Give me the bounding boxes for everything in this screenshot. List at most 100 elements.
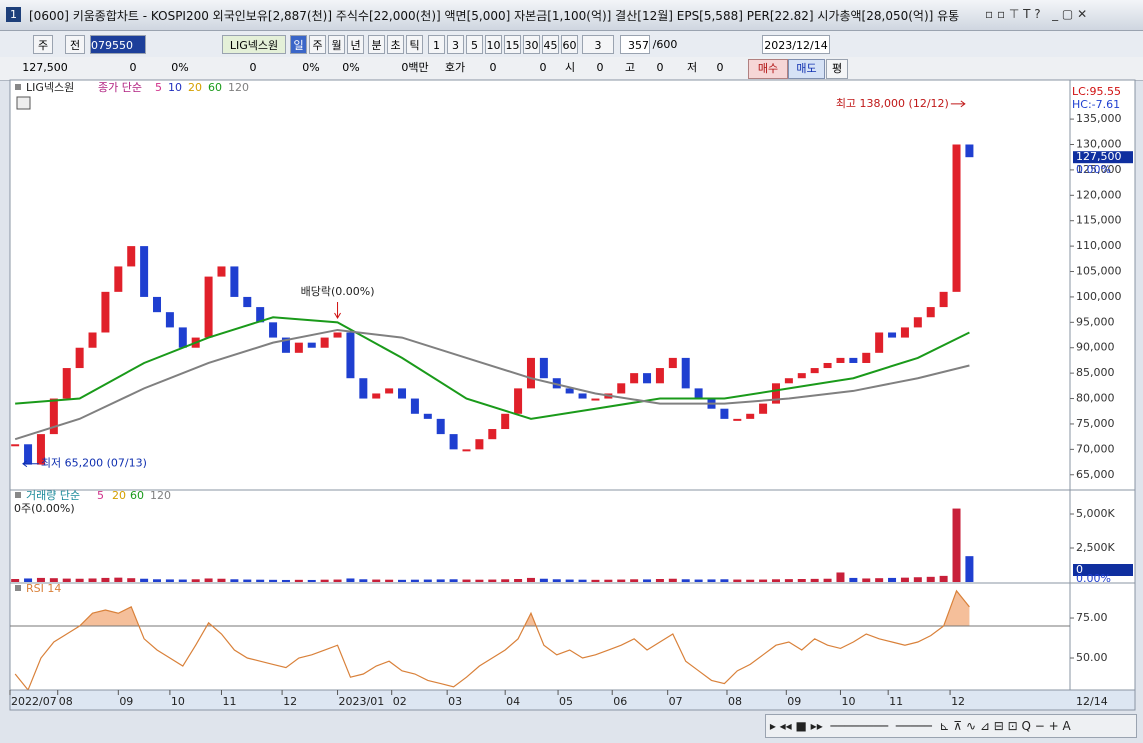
panel-marks	[11, 144, 974, 465]
window-controls[interactable]: ▫ ▫ ⊤ T ? _ ▢ ✕	[985, 7, 1088, 21]
annotation-arrow	[334, 302, 341, 319]
quote-row: 127,500 0 0% 0 0% 0% 0백만 호가 0 0 시 0 고 0 저 0 매수 매도 평	[0, 57, 1143, 81]
candle	[75, 347, 84, 369]
volume-bar	[565, 579, 574, 582]
grid-toggle[interactable]	[16, 96, 31, 110]
toolbar-item[interactable]: 60	[561, 35, 578, 54]
y-tick-label: 120,000	[1076, 188, 1122, 201]
quote-item[interactable]: 평	[826, 59, 848, 79]
legend-entry: 120	[150, 489, 171, 502]
volume-bar	[127, 578, 136, 582]
volume-bar	[939, 575, 948, 582]
toolbar-item[interactable]: 2023/12/14	[762, 35, 830, 54]
toolbar-item[interactable]: 30	[523, 35, 540, 54]
candle	[372, 393, 381, 399]
toolbar-item[interactable]: 3	[582, 35, 614, 54]
toolbar-item[interactable]: 분	[368, 35, 385, 54]
candle	[643, 373, 652, 384]
candle	[926, 307, 935, 318]
volume-bar	[475, 579, 484, 582]
quote-item: 호가	[444, 61, 466, 74]
y-tick-label: 110,000	[1076, 239, 1122, 252]
volume-bar	[346, 578, 355, 582]
candle	[475, 439, 484, 450]
toolbar-item[interactable]: 일	[290, 35, 307, 54]
candle	[36, 434, 45, 465]
volume-bar	[604, 579, 613, 582]
quote-item: 0%	[342, 61, 360, 74]
candle	[862, 352, 871, 363]
volume-bar	[36, 577, 45, 582]
annotation: 최저 65,200 (07/13)	[41, 457, 147, 470]
volume-bar	[217, 578, 226, 582]
volume-bar	[165, 579, 174, 582]
quote-item: 0	[489, 61, 497, 74]
toolbar-item[interactable]: LIG넥스원	[222, 35, 286, 54]
toolbar: 주 전 079550 LIG넥스원 일 주 월 년 분 초 틱 1 3 5 10 15 30 45 60 3 357/6…	[0, 31, 1143, 57]
volume-bar	[385, 579, 394, 582]
x-tick-label: 12	[283, 695, 297, 708]
candle	[875, 332, 884, 353]
y-tick-label: 105,000	[1076, 265, 1122, 278]
candle	[733, 418, 742, 421]
quote-item: 127,500	[22, 61, 68, 74]
y-tick-label: 80,000	[1076, 392, 1115, 405]
candle	[49, 398, 58, 435]
title-bar: 1 [0600] 키움종합차트 - KOSPI200 외국인보유[2,887(천…	[0, 0, 1143, 31]
candle	[449, 434, 458, 450]
candle	[294, 342, 303, 353]
volume-bar	[965, 556, 974, 582]
candle	[398, 388, 407, 399]
toolbar-item[interactable]: 월	[328, 35, 345, 54]
volume-bar	[75, 578, 84, 582]
candle	[165, 312, 174, 328]
x-tick-label: 08	[728, 695, 742, 708]
candle	[346, 332, 355, 379]
quote-item: 0%	[171, 61, 189, 74]
candle	[333, 332, 342, 338]
quote-item[interactable]: 매수	[748, 59, 788, 79]
quote-item: 0	[129, 61, 137, 74]
toolbar-item[interactable]: 초	[387, 35, 404, 54]
change-label: 0.00%	[1076, 572, 1111, 585]
navigation-bar[interactable]: ▸ ◂◂ ■ ▸▸ ──────── ───── ⊾ ⊼ ∿ ⊿ ⊟ ⊡ Q −…	[765, 714, 1137, 738]
x-tick-label: 04	[506, 695, 520, 708]
toolbar-item[interactable]: 357	[620, 35, 650, 54]
volume-bar	[694, 579, 703, 582]
toolbar-item[interactable]: 주	[33, 35, 53, 54]
window-title: [0600] 키움종합차트 - KOSPI200 외국인보유[2,887(천)]…	[29, 9, 960, 23]
toolbar-item[interactable]: 10	[485, 35, 502, 54]
toolbar-item[interactable]: 주	[309, 35, 326, 54]
volume-bar	[617, 579, 626, 582]
quote-item[interactable]: 매도	[788, 59, 825, 79]
volume-bar	[514, 579, 523, 582]
candle	[153, 296, 162, 313]
candle	[630, 373, 639, 384]
lc-label: LC:95.55	[1072, 85, 1121, 98]
toolbar-item[interactable]: 1	[428, 35, 445, 54]
toolbar-item[interactable]: 079550	[90, 35, 146, 54]
toolbar-item[interactable]: 틱	[406, 35, 423, 54]
current-price-box	[1073, 151, 1133, 164]
volume-bar	[591, 579, 600, 582]
toolbar-item[interactable]: 3	[447, 35, 464, 54]
candle	[11, 444, 20, 447]
x-tick-label: 2023/01	[339, 695, 385, 708]
toolbar-item[interactable]: 년	[347, 35, 364, 54]
candle	[617, 383, 626, 394]
candle	[939, 291, 948, 308]
volume-bar	[797, 579, 806, 582]
toolbar-item[interactable]: 15	[504, 35, 521, 54]
volume-bar	[88, 578, 97, 582]
toolbar-item[interactable]: 5	[466, 35, 483, 54]
toolbar-item[interactable]: 전	[65, 35, 85, 54]
quote-item: 저	[686, 61, 698, 74]
candle	[823, 362, 832, 369]
toolbar-item[interactable]: /600	[652, 38, 678, 51]
volume-bar	[643, 579, 652, 582]
legend-entry: 120	[228, 81, 249, 94]
toolbar-item[interactable]: 45	[542, 35, 559, 54]
candle	[694, 388, 703, 399]
candle	[526, 357, 535, 389]
volume-bar	[578, 579, 587, 582]
